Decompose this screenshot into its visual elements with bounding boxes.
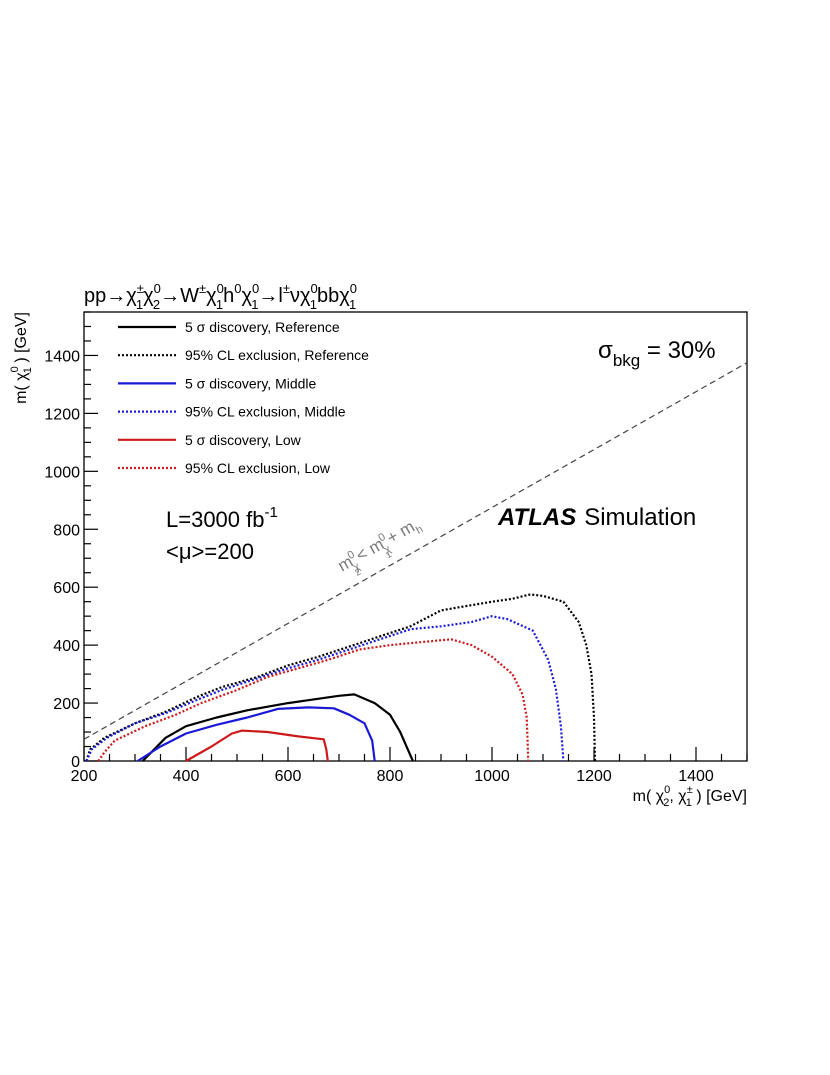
x-tick-label: 600 xyxy=(275,768,302,785)
contour-0 xyxy=(141,693,414,762)
x-tick-label: 800 xyxy=(377,768,404,785)
luminosity-label: L=3000 fb-1 xyxy=(166,504,278,532)
legend-entry: 95% CL exclusion, Reference xyxy=(185,347,369,363)
y-tick-label: 600 xyxy=(53,580,80,597)
legend-entry: 95% CL exclusion, Low xyxy=(185,460,331,476)
y-tick-label: 1400 xyxy=(44,348,80,365)
x-axis-label: m( χ0 2, χ± 1 ) [GeV] xyxy=(633,784,747,809)
legend-entry: 5 σ discovery, Middle xyxy=(185,375,317,391)
y-tick-label: 0 xyxy=(71,754,80,771)
chart-title: pp→χ± 1χ0 2→W±χ0 1h0χ0 1→l±νχ0 1bbχ0 1 xyxy=(84,281,357,312)
legend-entry: 5 σ discovery, Low xyxy=(185,432,302,448)
diagonal-label: m0χ2 < m0χ1 + mh xyxy=(334,513,428,583)
y-axis-label: m( χ01 ) [GeV] xyxy=(9,312,34,404)
contour-3 xyxy=(85,615,565,762)
contour-4 xyxy=(185,729,329,762)
axis-ticks xyxy=(83,311,748,762)
pileup-label: <μ>=200 xyxy=(166,539,254,564)
y-tick-label: 1000 xyxy=(44,464,80,481)
plot-frame xyxy=(83,311,748,762)
sigma-bkg-label: σbkg = 30% xyxy=(598,337,716,370)
legend: 5 σ discovery, Reference 95% CL exclusion… xyxy=(118,319,369,476)
x-tick-labels: 200 400 600 800 1000 1200 1400 xyxy=(71,768,714,785)
y-tick-label: 400 xyxy=(53,638,80,655)
x-tick-label: 1400 xyxy=(678,768,714,785)
legend-entry: 95% CL exclusion, Middle xyxy=(185,404,346,420)
y-tick-label: 1200 xyxy=(44,406,80,423)
legend-entry: 5 σ discovery, Reference xyxy=(185,319,340,335)
contour-curves xyxy=(85,593,597,762)
kinematic-limit-dashed-line xyxy=(83,362,748,740)
atlas-label: ATLAS Simulation xyxy=(497,504,696,531)
x-tick-label: 200 xyxy=(71,768,98,785)
y-tick-label: 200 xyxy=(53,696,80,713)
y-tick-labels: 0 200 400 600 800 1000 1200 1400 xyxy=(44,348,80,771)
contour-1 xyxy=(85,593,597,762)
x-tick-label: 400 xyxy=(173,768,200,785)
kinematic-limit-line xyxy=(83,362,748,740)
contour-2 xyxy=(137,706,376,762)
y-tick-label: 800 xyxy=(53,522,80,539)
x-tick-label: 1200 xyxy=(576,768,612,785)
x-tick-label: 1000 xyxy=(474,768,510,785)
